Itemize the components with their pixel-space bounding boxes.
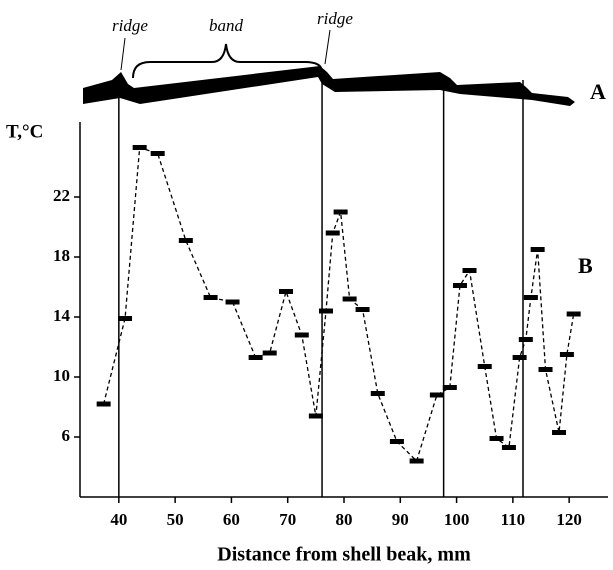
data-point bbox=[559, 352, 574, 357]
data-point bbox=[370, 391, 385, 396]
data-point bbox=[409, 458, 424, 464]
x-tick-label: 40 bbox=[110, 510, 127, 529]
annotation: band bbox=[209, 16, 244, 35]
data-point bbox=[203, 295, 218, 300]
data-point bbox=[552, 430, 567, 435]
data-point bbox=[318, 308, 333, 314]
y-tick-label: 6 bbox=[62, 426, 71, 445]
annotation: B bbox=[578, 253, 593, 278]
data-point bbox=[477, 364, 492, 369]
data-point bbox=[279, 289, 294, 294]
data-point bbox=[429, 392, 444, 398]
y-tick-label: 18 bbox=[53, 246, 70, 265]
data-point bbox=[308, 413, 323, 419]
data-point bbox=[262, 350, 277, 356]
data-line bbox=[103, 146, 575, 463]
annotation: ridge bbox=[317, 9, 353, 28]
data-point bbox=[389, 439, 404, 444]
data-point bbox=[452, 283, 467, 288]
data-point bbox=[225, 299, 240, 305]
ridge-pointer bbox=[120, 37, 126, 71]
data-point bbox=[294, 332, 309, 338]
data-point bbox=[462, 268, 477, 273]
x-tick-label: 110 bbox=[501, 510, 526, 529]
x-tick-label: 50 bbox=[167, 510, 184, 529]
y-axis-label: T,°C bbox=[6, 121, 43, 142]
x-axis-label: Distance from shell beak, mm bbox=[217, 544, 471, 566]
y-tick-label: 22 bbox=[53, 186, 70, 205]
data-point bbox=[512, 355, 527, 360]
band-brace bbox=[132, 43, 323, 79]
data-point bbox=[342, 296, 357, 302]
data-point bbox=[248, 355, 263, 360]
data-point bbox=[501, 445, 516, 450]
data-point bbox=[538, 367, 553, 372]
ridge-pointer bbox=[324, 29, 331, 65]
annotation: A bbox=[590, 79, 606, 104]
data-point bbox=[178, 238, 193, 243]
data-point bbox=[442, 385, 457, 390]
data-point bbox=[523, 295, 538, 300]
data-point bbox=[132, 145, 147, 150]
data-point bbox=[333, 209, 348, 215]
data-point bbox=[566, 311, 581, 317]
x-tick-label: 120 bbox=[556, 510, 582, 529]
y-tick-label: 14 bbox=[53, 306, 71, 325]
shell-profile bbox=[83, 66, 575, 106]
data-point bbox=[96, 401, 111, 407]
x-tick-label: 70 bbox=[279, 510, 296, 529]
annotation: ridge bbox=[112, 16, 148, 35]
data-point bbox=[150, 151, 165, 156]
data-point bbox=[325, 230, 340, 236]
x-tick-label: 90 bbox=[392, 510, 409, 529]
y-tick-label: 10 bbox=[53, 366, 70, 385]
data-point bbox=[489, 436, 504, 441]
data-point bbox=[118, 316, 133, 321]
x-tick-label: 80 bbox=[336, 510, 353, 529]
data-point bbox=[518, 337, 533, 342]
data-point bbox=[530, 247, 545, 252]
data-point bbox=[355, 307, 370, 312]
x-tick-label: 100 bbox=[444, 510, 470, 529]
x-tick-label: 60 bbox=[223, 510, 240, 529]
